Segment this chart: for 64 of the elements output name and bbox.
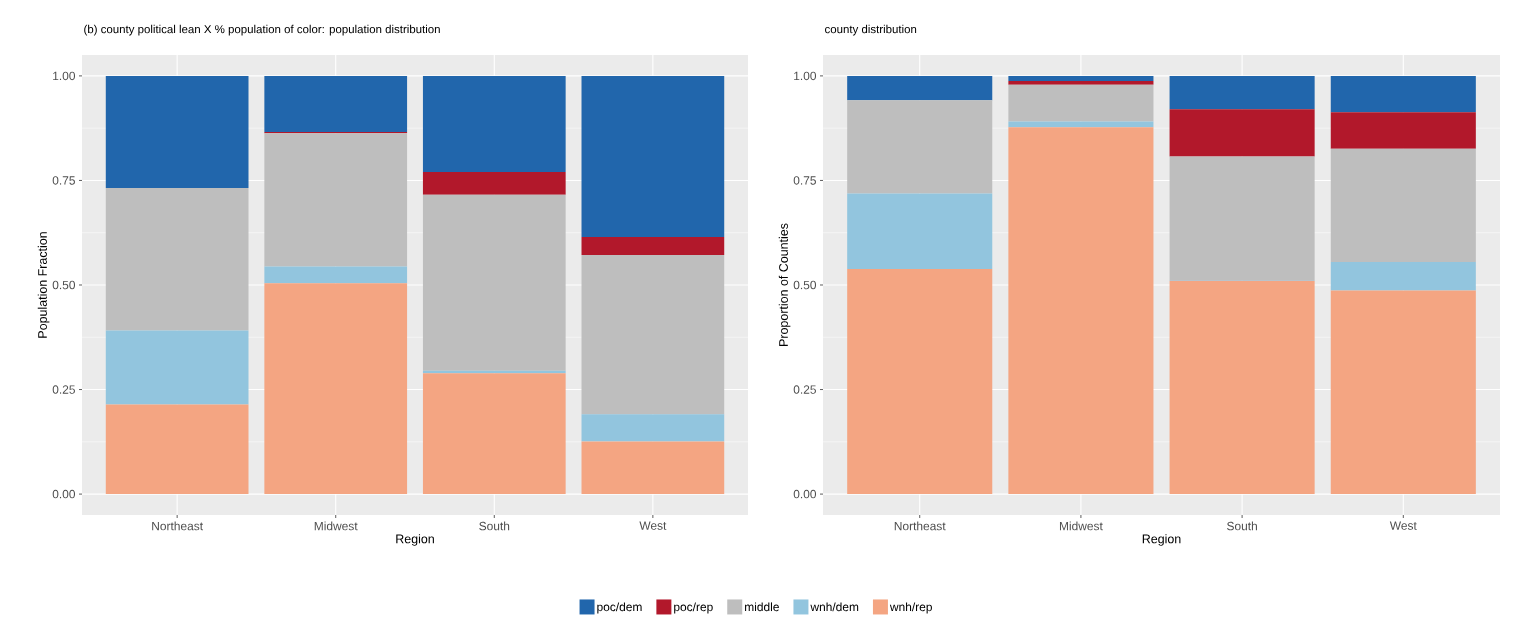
- bar: [1169, 156, 1315, 280]
- chart-title: county distribution: [825, 24, 917, 36]
- bar: [1008, 75, 1154, 81]
- y-tick-label: 0.75: [52, 176, 75, 185]
- bar: [105, 404, 249, 495]
- y-tick-label: 0.00: [793, 489, 817, 499]
- legend-label: wnh/rep: [889, 602, 932, 614]
- bar: [1169, 280, 1315, 495]
- x-axis-title: Region: [1142, 534, 1181, 546]
- bar: [1330, 262, 1476, 291]
- y-tick-label: 0.00: [52, 489, 76, 499]
- bar: [1330, 290, 1476, 495]
- legend-label: wnh/dem: [810, 602, 859, 612]
- bar: [1008, 127, 1154, 495]
- y-tick-label: 0.75: [793, 176, 816, 185]
- bar: [422, 172, 566, 195]
- bar: [1008, 121, 1154, 128]
- y-tick-label: 0.25: [52, 385, 75, 394]
- x-tick-label: Midwest: [314, 521, 358, 531]
- bar: [847, 269, 993, 495]
- bar: [422, 194, 566, 371]
- y-tick-label: 1.00: [794, 71, 817, 81]
- bar: [264, 266, 408, 284]
- y-axis-title: Proportion of Counties: [778, 223, 791, 346]
- bar: [264, 283, 408, 495]
- bar: [847, 193, 993, 270]
- bar: [581, 254, 725, 415]
- chart-title: (b) county political lean X % population of color: population distribution: [84, 24, 440, 36]
- bar: [847, 100, 993, 194]
- x-tick-label: West: [1389, 521, 1417, 530]
- x-tick-label: Midwest: [1059, 521, 1103, 531]
- x-tick-label: Northeast: [152, 521, 203, 531]
- y-tick-label: 0.50: [52, 280, 76, 290]
- bar: [422, 75, 566, 173]
- bar: [1330, 75, 1476, 113]
- y-tick-label: 1.00: [53, 71, 76, 81]
- bar: [1330, 148, 1476, 262]
- bar: [264, 133, 408, 267]
- bar: [581, 75, 725, 237]
- y-tick-label: 0.25: [793, 385, 816, 394]
- bar: [1330, 112, 1476, 149]
- legend-label: poc/rep: [674, 602, 713, 614]
- bar: [264, 75, 408, 132]
- x-tick-label: South: [479, 521, 510, 531]
- y-tick-label: 0.50: [793, 280, 817, 290]
- legend-label: poc/dem: [597, 602, 642, 614]
- bar: [105, 187, 249, 331]
- bar: [1008, 84, 1154, 122]
- bar: [847, 75, 993, 101]
- bar: [1169, 109, 1315, 157]
- x-axis-title: Region: [396, 534, 434, 546]
- bar: [1169, 75, 1315, 110]
- bar: [581, 236, 725, 255]
- x-tick-label: West: [639, 521, 667, 530]
- bar: [581, 441, 725, 495]
- legend-label: middle: [745, 602, 779, 612]
- bar: [105, 75, 249, 188]
- bar: [105, 330, 249, 405]
- x-tick-label: South: [1227, 521, 1257, 531]
- y-axis-title: Population Fraction: [37, 232, 50, 338]
- x-tick-label: Northeast: [894, 521, 946, 531]
- bar: [1008, 80, 1154, 85]
- bar: [422, 373, 566, 495]
- bar: [581, 414, 725, 442]
